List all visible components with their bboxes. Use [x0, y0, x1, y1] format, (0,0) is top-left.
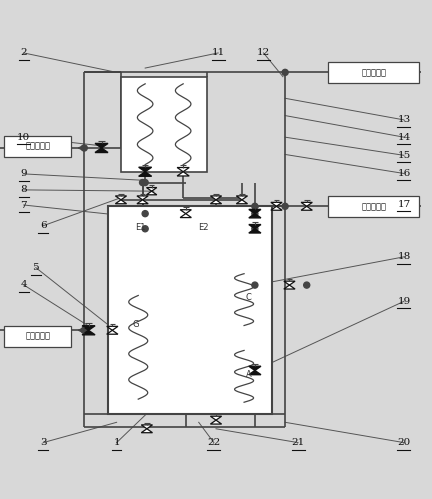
Circle shape — [142, 180, 148, 186]
Polygon shape — [139, 167, 152, 172]
Polygon shape — [271, 206, 282, 210]
Text: 二网水回水: 二网水回水 — [361, 202, 386, 211]
Bar — [121, 77, 207, 172]
Text: 19: 19 — [397, 297, 410, 306]
Polygon shape — [210, 420, 222, 424]
Polygon shape — [284, 281, 295, 285]
Text: 14: 14 — [397, 133, 410, 142]
Text: 16: 16 — [397, 169, 410, 178]
Bar — [328, 197, 419, 217]
Text: 3: 3 — [40, 438, 47, 447]
Polygon shape — [177, 172, 189, 176]
Text: 2: 2 — [20, 48, 27, 57]
Text: G: G — [133, 319, 140, 328]
Bar — [328, 62, 419, 83]
Polygon shape — [180, 210, 191, 214]
Polygon shape — [301, 206, 312, 210]
Text: 22: 22 — [207, 438, 220, 447]
Text: 5: 5 — [32, 263, 39, 272]
Polygon shape — [137, 196, 148, 200]
Text: C: C — [245, 292, 251, 301]
Circle shape — [142, 226, 148, 232]
Text: 10: 10 — [17, 133, 30, 142]
Text: 二网水供水: 二网水供水 — [361, 68, 386, 77]
Polygon shape — [284, 285, 295, 289]
Text: 9: 9 — [20, 169, 27, 179]
Text: 4: 4 — [20, 280, 27, 289]
Polygon shape — [137, 200, 148, 204]
Text: 18: 18 — [397, 252, 410, 261]
Text: 20: 20 — [397, 438, 410, 447]
Polygon shape — [95, 143, 108, 148]
Polygon shape — [146, 191, 157, 195]
Text: 一网水回水: 一网水回水 — [25, 142, 50, 151]
Polygon shape — [141, 425, 152, 429]
Polygon shape — [210, 200, 222, 204]
Polygon shape — [249, 366, 261, 370]
Circle shape — [81, 145, 87, 151]
Text: 1: 1 — [113, 438, 120, 447]
Text: 15: 15 — [397, 151, 410, 160]
Polygon shape — [236, 200, 248, 204]
Polygon shape — [271, 203, 282, 206]
Polygon shape — [210, 416, 222, 420]
Polygon shape — [115, 196, 127, 200]
Text: A: A — [245, 370, 251, 379]
Circle shape — [282, 203, 288, 209]
Circle shape — [282, 69, 288, 75]
Text: 11: 11 — [212, 48, 225, 57]
Text: 6: 6 — [40, 221, 47, 230]
Polygon shape — [249, 210, 261, 214]
Polygon shape — [95, 148, 108, 153]
Text: 13: 13 — [397, 115, 410, 124]
Text: E1: E1 — [135, 223, 146, 232]
Polygon shape — [249, 225, 261, 229]
Circle shape — [81, 327, 87, 333]
Bar — [4, 136, 71, 157]
Text: 一网水供水: 一网水供水 — [25, 332, 50, 341]
Polygon shape — [177, 168, 189, 172]
Text: E2: E2 — [198, 223, 208, 232]
Polygon shape — [331, 202, 343, 206]
Polygon shape — [236, 196, 248, 200]
Circle shape — [252, 226, 258, 232]
Text: 8: 8 — [20, 186, 27, 195]
Polygon shape — [107, 330, 118, 334]
Text: 12: 12 — [257, 48, 270, 57]
Polygon shape — [107, 326, 118, 330]
Polygon shape — [139, 172, 152, 176]
Polygon shape — [180, 214, 191, 218]
Text: 21: 21 — [292, 438, 305, 447]
Circle shape — [252, 282, 258, 288]
Text: 17: 17 — [397, 200, 410, 209]
Circle shape — [142, 211, 148, 217]
Circle shape — [252, 203, 258, 209]
Bar — [4, 326, 71, 347]
Polygon shape — [141, 429, 152, 433]
Bar — [108, 206, 272, 414]
Polygon shape — [115, 200, 127, 204]
Polygon shape — [82, 330, 95, 335]
Polygon shape — [249, 214, 261, 218]
Circle shape — [140, 180, 146, 186]
Circle shape — [252, 211, 258, 217]
Polygon shape — [331, 206, 343, 211]
Polygon shape — [82, 326, 95, 330]
Polygon shape — [301, 203, 312, 206]
Polygon shape — [210, 196, 222, 200]
Polygon shape — [249, 229, 261, 233]
Polygon shape — [146, 188, 157, 191]
Polygon shape — [249, 370, 261, 375]
Text: 7: 7 — [20, 201, 27, 210]
Circle shape — [304, 282, 310, 288]
